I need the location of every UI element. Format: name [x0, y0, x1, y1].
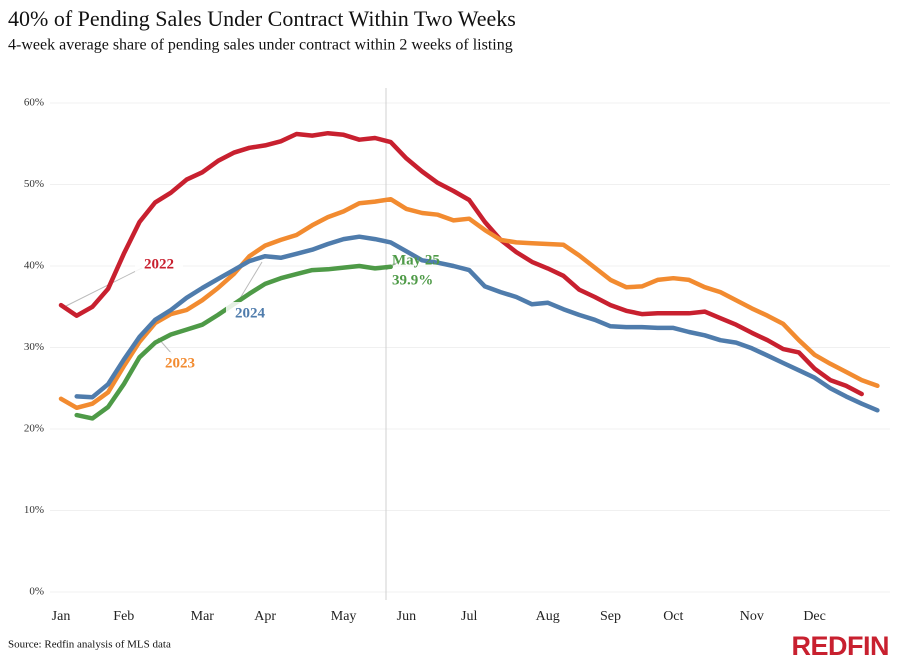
y-tick-label: 20% — [24, 423, 44, 435]
series-label: 2023 — [165, 355, 195, 371]
x-tick-label: Jul — [461, 609, 477, 624]
x-tick-label: Nov — [740, 609, 764, 624]
value-label: 39.9% — [392, 272, 433, 288]
annotation-date: May 25 — [392, 252, 440, 268]
y-tick-label: 10% — [24, 504, 44, 516]
series-label: 2024 — [235, 305, 266, 321]
y-tick-label: 60% — [24, 97, 44, 109]
x-tick-label: Dec — [803, 609, 826, 624]
leader-line — [65, 267, 143, 307]
labels: 2022 2023 2024 May 25 39.9% — [135, 252, 440, 376]
x-tick-label: Apr — [254, 609, 276, 624]
y-tick-label: 40% — [24, 260, 44, 272]
x-tick-label: May — [331, 609, 357, 624]
series-line — [74, 263, 393, 421]
series-line — [74, 234, 880, 413]
chart-title: 40% of Pending Sales Under Contract With… — [8, 6, 516, 31]
series-label: 2022 — [144, 256, 174, 272]
y-tick-label: 50% — [24, 178, 44, 190]
x-tick-label: Aug — [536, 609, 560, 624]
x-tick-label: Oct — [663, 609, 683, 624]
x-tick-label: Feb — [113, 609, 134, 624]
label-box — [156, 352, 204, 376]
logo: REDFIN — [792, 631, 890, 661]
x-tick-label: Mar — [191, 609, 215, 624]
chart-subtitle: 4-week average share of pending sales un… — [8, 37, 513, 54]
series-line — [58, 196, 880, 411]
y-tick-label: 0% — [29, 586, 44, 598]
series-line — [58, 130, 864, 397]
grid: 0% 10% 20% 30% 40% 50% 60% Jan Feb Mar Apr May Jun Ju… — [24, 97, 890, 624]
y-tick-label: 30% — [24, 341, 44, 353]
x-tick-label: Jan — [52, 609, 71, 624]
x-tick-label: Sep — [600, 609, 621, 624]
label-box — [135, 253, 183, 277]
x-tick-label: Jun — [397, 609, 416, 624]
source-note: Source: Redfin analysis of MLS data — [8, 639, 171, 651]
label-box — [226, 302, 274, 326]
